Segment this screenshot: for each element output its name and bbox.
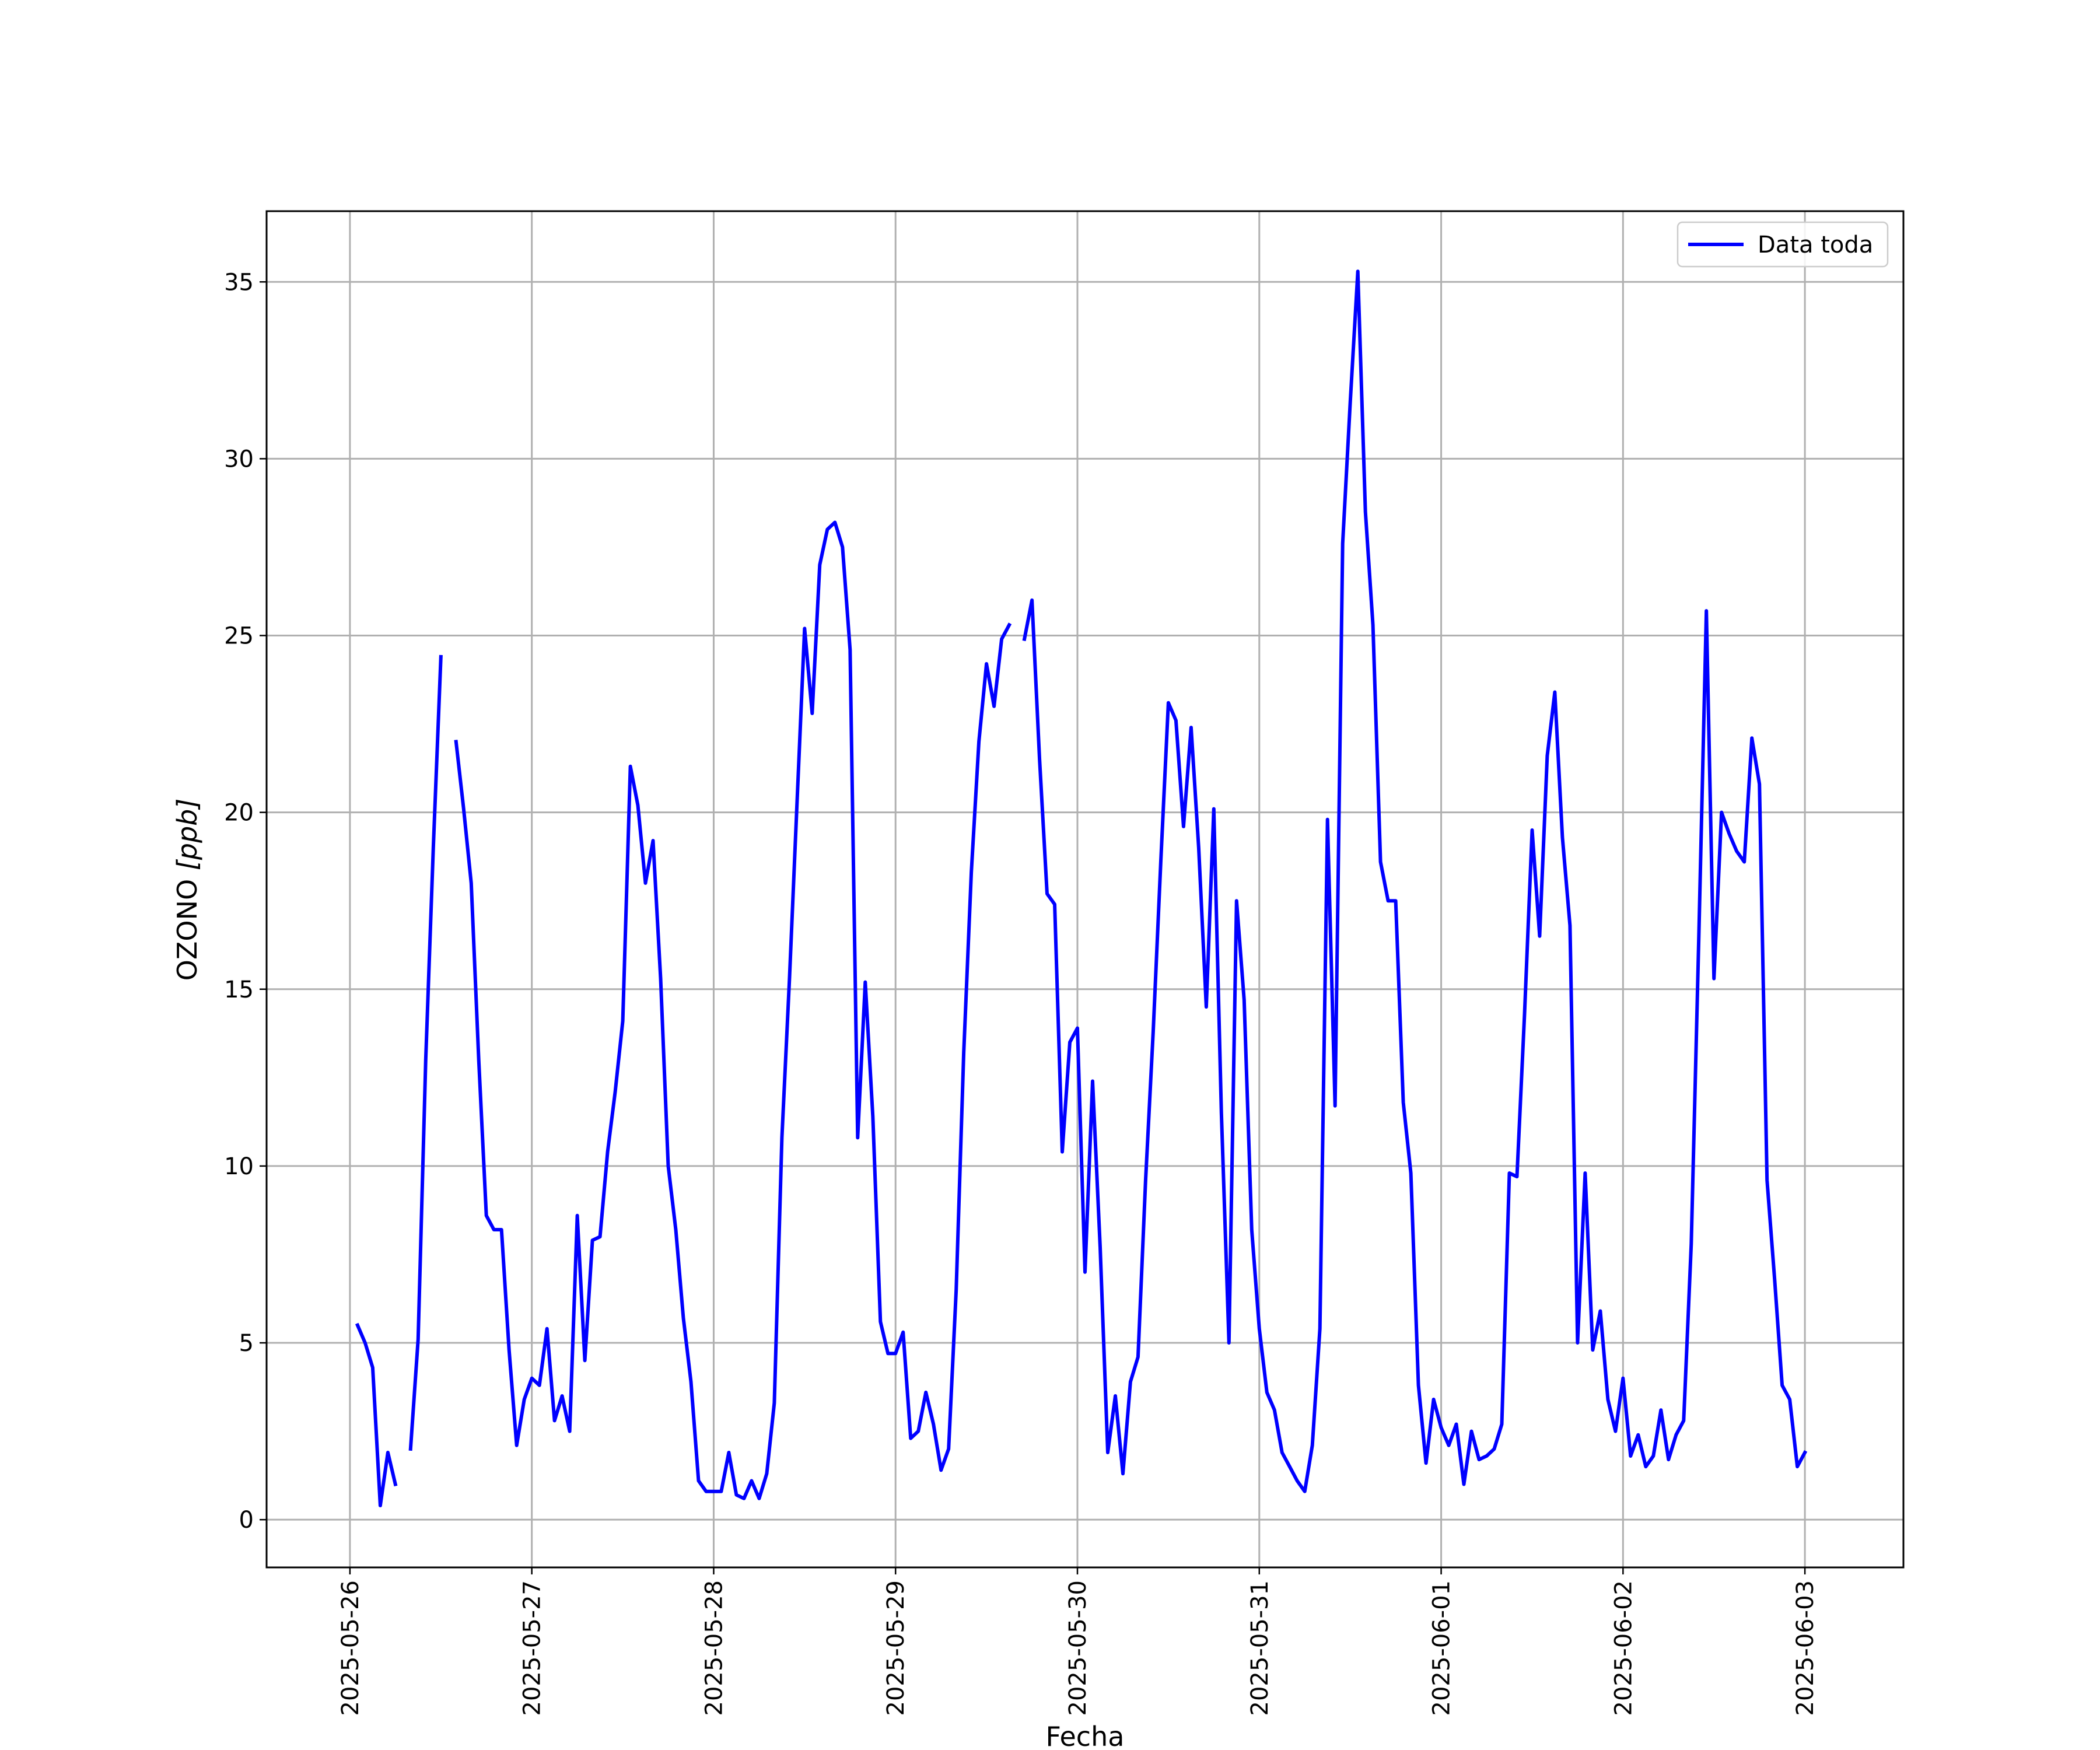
x-tick-label: 2025-05-28 xyxy=(701,1580,727,1716)
x-tick-label: 2025-05-27 xyxy=(519,1580,546,1716)
y-tick-label: 20 xyxy=(224,800,254,827)
x-tick-label: 2025-05-26 xyxy=(337,1580,364,1716)
plot-area xyxy=(355,270,1808,1507)
x-tick-label: 2025-05-31 xyxy=(1247,1580,1273,1716)
series-line-data-toda xyxy=(355,1322,398,1507)
x-tick-label: 2025-06-03 xyxy=(1792,1580,1819,1716)
axes-frame xyxy=(265,210,1905,1569)
y-axis: 0 5 10 15 20 25 30 35 xyxy=(224,269,267,1534)
x-tick-label: 2025-06-01 xyxy=(1429,1580,1455,1716)
y-tick-label: 10 xyxy=(224,1153,254,1180)
series-line-data-toda xyxy=(454,520,1012,1500)
y-tick-label: 5 xyxy=(239,1330,254,1357)
y-tick-label: 35 xyxy=(224,269,254,296)
y-tick-label: 25 xyxy=(224,623,254,650)
series-line-data-toda xyxy=(1022,270,1808,1493)
legend-box xyxy=(1676,221,1889,268)
y-tick-label: 0 xyxy=(239,1507,254,1534)
y-tick-label: 30 xyxy=(224,446,254,473)
y-tick-label: 15 xyxy=(224,977,254,1003)
y-axis-label: OZONO [ppb] xyxy=(172,799,203,981)
series-line-data-toda xyxy=(408,654,443,1451)
y-axis-unit: [ppb] xyxy=(172,799,203,871)
legend: Data toda xyxy=(1676,221,1889,268)
legend-label-data-toda: Data toda xyxy=(1758,232,1873,258)
x-axis-label: Fecha xyxy=(1046,1721,1125,1750)
grid-lines xyxy=(267,211,1903,1567)
x-tick-label: 2025-06-02 xyxy=(1610,1580,1637,1716)
x-axis: 2025-05-26 2025-05-27 2025-05-28 2025-05-29… xyxy=(337,1567,1819,1716)
x-tick-label: 2025-05-30 xyxy=(1065,1580,1091,1716)
x-tick-label: 2025-05-29 xyxy=(883,1580,909,1716)
